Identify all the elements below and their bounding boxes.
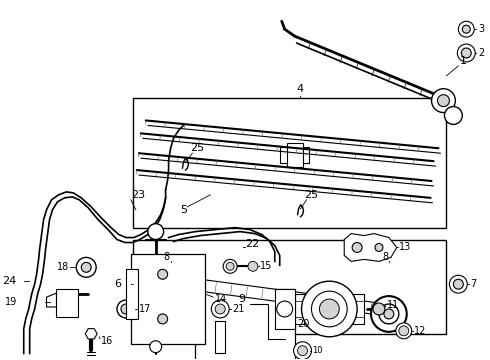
- Circle shape: [226, 262, 234, 270]
- Bar: [287, 143, 302, 167]
- Circle shape: [438, 95, 449, 107]
- Circle shape: [76, 257, 96, 277]
- Bar: [131, 255, 205, 344]
- Circle shape: [223, 260, 237, 273]
- Circle shape: [157, 270, 184, 298]
- Circle shape: [384, 309, 394, 319]
- Text: 14: 14: [215, 294, 227, 304]
- Circle shape: [462, 25, 470, 33]
- Circle shape: [164, 277, 177, 291]
- Circle shape: [432, 89, 455, 113]
- Circle shape: [215, 304, 225, 314]
- Circle shape: [248, 261, 258, 271]
- Text: 6: 6: [114, 279, 121, 289]
- Text: 18: 18: [57, 262, 70, 272]
- Polygon shape: [47, 293, 56, 307]
- Bar: [133, 98, 446, 228]
- Circle shape: [121, 304, 131, 314]
- Bar: [196, 289, 294, 360]
- Text: 22: 22: [245, 239, 259, 249]
- Circle shape: [399, 326, 409, 336]
- Circle shape: [461, 48, 471, 58]
- Circle shape: [158, 314, 168, 324]
- Circle shape: [149, 262, 193, 306]
- Circle shape: [150, 341, 162, 353]
- Text: 25: 25: [191, 143, 204, 153]
- Text: 7: 7: [470, 279, 476, 289]
- Text: 19: 19: [5, 297, 17, 307]
- Circle shape: [379, 304, 399, 324]
- Circle shape: [352, 243, 362, 252]
- Text: 2: 2: [478, 48, 485, 58]
- Circle shape: [373, 303, 385, 315]
- Text: 16: 16: [101, 336, 113, 346]
- Circle shape: [375, 243, 383, 251]
- Text: 3: 3: [478, 24, 484, 34]
- Bar: [133, 239, 446, 334]
- Polygon shape: [344, 234, 397, 261]
- Text: 8: 8: [164, 252, 170, 262]
- Circle shape: [297, 346, 308, 356]
- Circle shape: [117, 300, 135, 318]
- Circle shape: [371, 296, 407, 332]
- Circle shape: [396, 323, 412, 339]
- Text: 25: 25: [305, 190, 318, 200]
- Text: 13: 13: [399, 243, 411, 252]
- Text: 12: 12: [414, 326, 426, 336]
- Text: 4: 4: [296, 84, 303, 94]
- Circle shape: [312, 291, 347, 327]
- Polygon shape: [85, 329, 97, 339]
- Bar: [126, 269, 138, 319]
- Circle shape: [277, 301, 293, 317]
- Text: 21: 21: [232, 304, 245, 314]
- Circle shape: [301, 281, 357, 337]
- Text: 17: 17: [139, 304, 151, 314]
- Bar: [294, 294, 364, 324]
- Circle shape: [148, 224, 164, 239]
- Circle shape: [444, 107, 462, 125]
- Text: 1: 1: [460, 56, 467, 66]
- Text: 5: 5: [180, 205, 188, 215]
- Circle shape: [294, 342, 312, 360]
- Text: 24: 24: [2, 276, 16, 286]
- Circle shape: [319, 299, 339, 319]
- Circle shape: [158, 269, 168, 279]
- Circle shape: [453, 279, 464, 289]
- Text: 9: 9: [238, 294, 245, 304]
- Bar: [275, 289, 294, 329]
- Circle shape: [81, 262, 91, 272]
- Text: 8: 8: [382, 252, 388, 262]
- Text: 23: 23: [131, 190, 145, 200]
- Text: 20: 20: [297, 319, 310, 329]
- Text: 15: 15: [260, 261, 272, 271]
- Circle shape: [449, 275, 467, 293]
- Circle shape: [458, 21, 474, 37]
- Circle shape: [457, 44, 475, 62]
- Text: 11: 11: [387, 300, 399, 310]
- Bar: [280, 147, 310, 163]
- Circle shape: [211, 300, 229, 318]
- Text: 10: 10: [313, 346, 323, 355]
- Polygon shape: [192, 278, 380, 315]
- Bar: [56, 289, 78, 317]
- Bar: [215, 321, 225, 353]
